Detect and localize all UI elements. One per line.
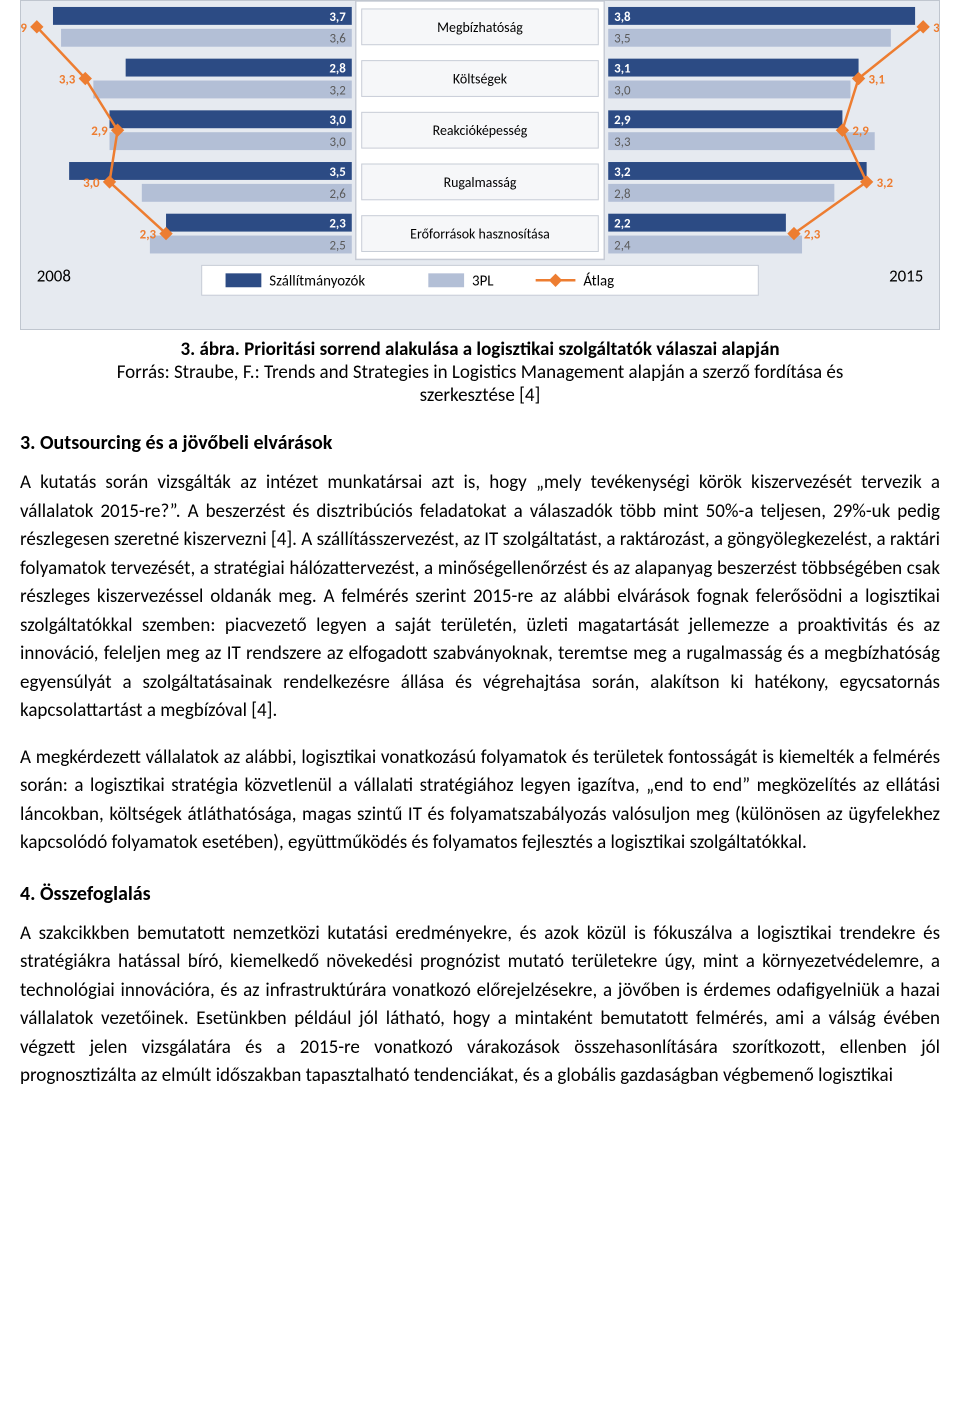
svg-text:3,2: 3,2	[614, 165, 631, 180]
svg-text:3,3: 3,3	[614, 135, 631, 150]
svg-text:Reakcióképesség: Reakcióképesség	[433, 122, 528, 139]
svg-text:2,8: 2,8	[614, 187, 631, 202]
section-3-paragraph-1: A kutatás során vizsgálták az intézet mu…	[20, 469, 940, 726]
svg-text:3,5: 3,5	[614, 32, 630, 47]
svg-text:2,5: 2,5	[330, 238, 346, 253]
svg-text:2,3: 2,3	[804, 228, 821, 243]
svg-text:3,0: 3,0	[329, 113, 346, 128]
figure-caption-source-line1: Forrás: Straube, F.: Trends and Strategi…	[20, 361, 940, 384]
svg-text:3,3: 3,3	[59, 72, 76, 87]
svg-text:3,9: 3,9	[21, 21, 27, 36]
section-4-title: 4. Összefoglalás	[20, 882, 940, 906]
svg-text:2,9: 2,9	[91, 124, 108, 139]
figure-caption-source-line2: szerkesztése [4]	[20, 384, 940, 407]
svg-text:3,9: 3,9	[933, 21, 939, 36]
svg-text:2,4: 2,4	[614, 238, 631, 253]
svg-text:3,0: 3,0	[83, 176, 100, 191]
svg-text:2015: 2015	[889, 265, 923, 286]
svg-text:2,9: 2,9	[614, 113, 631, 128]
svg-text:2,6: 2,6	[330, 187, 347, 202]
svg-text:Szállítmányozók: Szállítmányozók	[269, 272, 365, 290]
section-3-title: 3. Outsourcing és a jövőbeli elvárások	[20, 431, 940, 455]
svg-text:2,9: 2,9	[852, 124, 869, 139]
priority-chart: Megbízhatóság 3,7 3,6 3,8 3,5 Költségek 2,8 3,2…	[21, 1, 939, 329]
svg-text:3,2: 3,2	[330, 83, 346, 98]
figure-caption-title: 3. ábra. Prioritási sorrend alakulása a …	[20, 338, 940, 361]
svg-text:Rugalmasság: Rugalmasság	[444, 174, 517, 191]
svg-text:3,6: 3,6	[330, 32, 347, 47]
svg-text:3,5: 3,5	[329, 165, 345, 180]
svg-text:3,8: 3,8	[614, 10, 631, 25]
svg-text:Megbízhatóság: Megbízhatóság	[437, 19, 523, 36]
section-3-paragraph-2: A megkérdezett vállalatok az alábbi, log…	[20, 744, 940, 858]
svg-text:3,7: 3,7	[329, 10, 346, 25]
svg-text:Átlag: Átlag	[583, 272, 614, 290]
svg-text:Erőforrások hasznosítása: Erőforrások hasznosítása	[410, 226, 550, 243]
svg-text:3,1: 3,1	[869, 72, 886, 87]
svg-text:Költségek: Költségek	[453, 70, 508, 87]
figure-caption: 3. ábra. Prioritási sorrend alakulása a …	[20, 338, 940, 407]
section-4-paragraph-1: A szakcikkben bemutatott nemzetközi kuta…	[20, 920, 940, 1091]
priority-chart-container: Megbízhatóság 3,7 3,6 3,8 3,5 Költségek 2,8 3,2…	[20, 0, 940, 330]
svg-text:2,3: 2,3	[140, 228, 157, 243]
svg-text:2,3: 2,3	[329, 217, 346, 232]
svg-text:3PL: 3PL	[472, 272, 494, 290]
svg-text:3,0: 3,0	[330, 135, 347, 150]
svg-text:2,2: 2,2	[614, 217, 631, 232]
svg-text:2008: 2008	[37, 265, 71, 286]
svg-text:3,0: 3,0	[614, 83, 631, 98]
svg-text:2,8: 2,8	[329, 62, 346, 77]
svg-text:3,2: 3,2	[877, 176, 894, 191]
svg-text:3,1: 3,1	[614, 62, 631, 77]
